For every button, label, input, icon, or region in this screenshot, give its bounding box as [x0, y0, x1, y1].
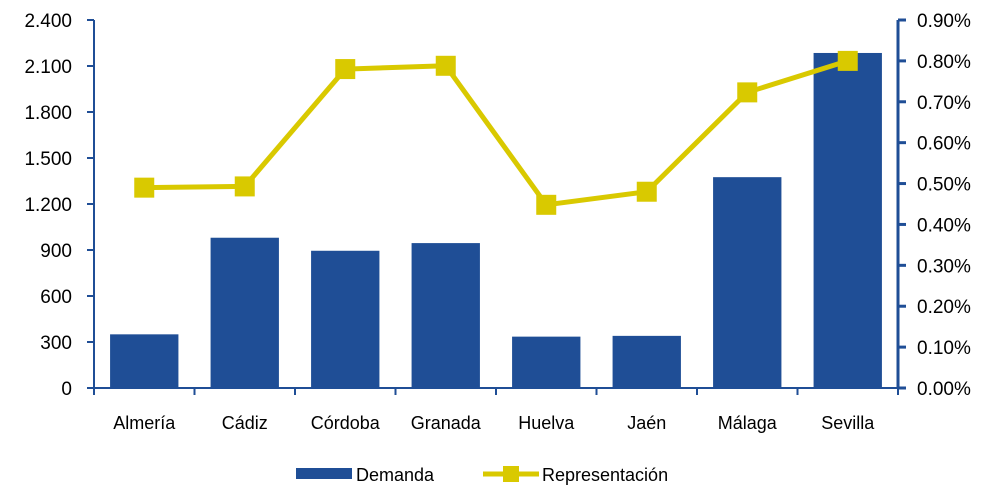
marker-cadiz — [234, 176, 255, 197]
y-left-tick-label: 2.400 — [24, 11, 72, 32]
marker-cordoba — [335, 59, 356, 80]
y-left-tick-label: 300 — [40, 333, 72, 354]
legend-marker-representacion — [503, 466, 519, 482]
x-tick-label-cordoba: Córdoba — [311, 413, 381, 433]
bar-cordoba — [311, 250, 380, 388]
y-left-tick-label: 0 — [61, 379, 72, 400]
y-left-tick-label: 2.100 — [24, 57, 72, 78]
y-left-tick-label: 600 — [40, 287, 72, 308]
line-representacion — [144, 58, 849, 208]
y-right-tick-label: 0.90% — [917, 11, 971, 32]
y-right-tick-label: 0.80% — [917, 52, 971, 73]
marker-jaen — [636, 181, 657, 202]
y-left-tick-label: 1.200 — [24, 195, 72, 216]
legend-label-demanda: Demanda — [356, 465, 435, 485]
bar-granada — [411, 243, 480, 388]
y-right-tick-label: 0.50% — [917, 175, 971, 196]
x-tick-label-sevilla: Sevilla — [821, 413, 875, 433]
y-right-tick-label: 0.30% — [917, 256, 971, 277]
x-tick-label-jaen: Jaén — [627, 413, 666, 433]
y-right-tick-label: 0.10% — [917, 338, 971, 359]
x-tick-label-almeria: Almería — [113, 413, 176, 433]
y-left-tick-label: 1.500 — [24, 149, 72, 170]
x-tick-label-cadiz: Cádiz — [222, 413, 268, 433]
y-right-tick-label: 0.60% — [917, 134, 971, 155]
y-right-tick-label: 0.00% — [917, 379, 971, 400]
axes: 0 300 600 900 1.200 1.500 1.800 2.100 2.400 0.00%… — [24, 11, 971, 433]
bar-series-demanda — [110, 52, 882, 388]
legend-label-representacion: Representación — [542, 465, 668, 485]
y-left-tick-label: 900 — [40, 241, 72, 262]
y-right-tick-label: 0.70% — [917, 93, 971, 114]
legend-swatch-demanda — [296, 468, 352, 479]
line-series-representacion — [134, 50, 858, 215]
bar-sevilla — [813, 52, 882, 388]
y-right-tick-label: 0.40% — [917, 215, 971, 236]
marker-sevilla — [837, 50, 858, 71]
legend: Demanda Representación — [296, 465, 668, 485]
marker-granada — [435, 55, 456, 76]
x-tick-label-huelva: Huelva — [518, 413, 575, 433]
y-left-tick-label: 1.800 — [24, 103, 72, 124]
bar-jaen — [612, 335, 681, 388]
x-tick-label-granada: Granada — [411, 413, 482, 433]
marker-almeria — [134, 177, 155, 198]
x-tick-label-malaga: Málaga — [718, 413, 778, 433]
marker-malaga — [737, 82, 758, 103]
bar-almeria — [110, 334, 179, 388]
y-right-tick-label: 0.20% — [917, 297, 971, 318]
bar-cadiz — [210, 237, 279, 388]
marker-huelva — [536, 194, 557, 215]
bar-huelva — [512, 336, 581, 388]
bar-malaga — [713, 177, 782, 388]
